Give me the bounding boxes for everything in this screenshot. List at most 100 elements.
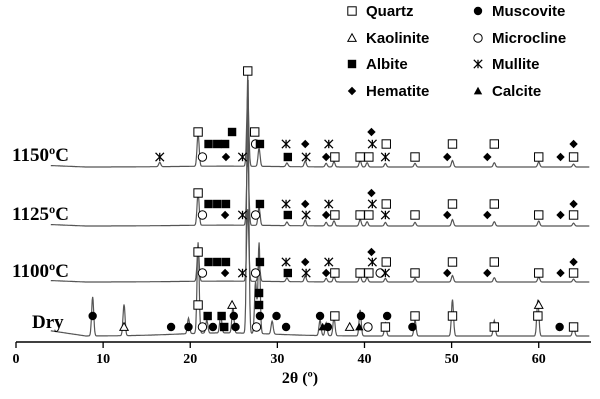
x-axis-ticks: 0 10 20 30 40 50 60: [13, 342, 546, 367]
mullite-marker: [281, 139, 291, 149]
albite-marker: [227, 127, 237, 137]
quartz-marker: [355, 268, 365, 278]
muscovite-marker: [555, 322, 564, 332]
sample-label: Dry: [32, 312, 64, 333]
hematite-marker: [483, 210, 492, 220]
hematite-legend-icon: [347, 86, 357, 96]
calcite-legend-icon: [473, 86, 483, 95]
albite-marker: [254, 300, 264, 310]
quartz-marker: [193, 300, 203, 310]
quartz-marker: [364, 152, 374, 162]
mullite-marker: [367, 257, 377, 267]
hematite-marker: [301, 199, 310, 209]
hematite-marker: [301, 139, 310, 149]
albite-marker: [255, 199, 265, 209]
x-tick-label: 50: [445, 352, 459, 367]
legend-label: Mullite: [492, 56, 540, 73]
microcline-marker: [250, 210, 261, 220]
mullite-marker: [324, 257, 334, 267]
albite-marker: [213, 139, 222, 149]
hematite-marker: [483, 152, 492, 162]
muscovite-marker: [408, 322, 417, 332]
legend-item: Hematite: [347, 83, 429, 100]
albite-marker: [255, 257, 265, 267]
quartz-marker: [489, 199, 499, 209]
sample-labels: 1150ºC 1125ºC 1100ºC Dry: [12, 145, 69, 333]
muscovite-legend-icon: [473, 6, 483, 16]
quartz-marker: [330, 152, 340, 162]
quartz-marker: [364, 268, 374, 278]
hematite-marker: [321, 268, 331, 278]
microcline-legend-icon: [473, 33, 483, 43]
x-tick-label: 40: [357, 352, 371, 367]
quartz-marker: [355, 152, 365, 162]
quartz-marker: [447, 139, 458, 149]
mullite-marker: [237, 268, 248, 278]
hematite-marker: [443, 152, 452, 162]
muscovite-marker: [255, 311, 265, 321]
mullite-legend-icon: [473, 59, 483, 69]
x-tick-label: 20: [183, 352, 197, 367]
microcline-marker: [375, 268, 385, 278]
hematite-marker: [221, 152, 231, 162]
albite-marker: [254, 288, 264, 298]
hematite-marker: [301, 257, 310, 267]
albite-marker: [204, 139, 213, 149]
albite-marker: [283, 268, 293, 278]
quartz-marker: [410, 268, 420, 278]
albite-marker: [203, 311, 212, 321]
albite-marker: [220, 322, 229, 332]
albite-marker: [204, 257, 213, 267]
kaolinite-marker: [533, 299, 544, 309]
quartz-marker: [380, 322, 391, 332]
hematite-marker: [220, 210, 230, 220]
albite-marker: [221, 257, 231, 267]
quartz-marker: [568, 322, 579, 332]
legend-item: Calcite: [473, 83, 541, 100]
quartz-marker: [447, 311, 458, 321]
sample-label: 1100ºC: [12, 261, 69, 282]
quartz-marker: [243, 66, 253, 76]
quartz-marker: [330, 311, 340, 321]
legend-item: Kaolinite: [346, 30, 429, 47]
hematite-marker: [556, 152, 565, 162]
x-tick-label: 0: [13, 352, 20, 367]
legend-label: Microcline: [492, 30, 566, 47]
albite-marker: [204, 199, 213, 209]
xrd-pattern-line: [50, 153, 590, 227]
muscovite-marker: [382, 311, 392, 321]
legend-label: Albite: [366, 56, 408, 73]
mullite-marker: [281, 199, 291, 209]
muscovite-marker: [272, 311, 281, 321]
albite-marker: [283, 152, 293, 162]
mullite-marker: [301, 268, 311, 278]
quartz-marker: [534, 268, 544, 278]
quartz-marker: [533, 311, 543, 321]
sample-label: 1150ºC: [12, 145, 69, 166]
mullite-marker: [281, 257, 291, 267]
legend: Quartz Muscovite Kaolinite Microcline Albite…: [346, 3, 566, 100]
legend-label: Hematite: [366, 83, 429, 100]
xrd-pattern-line: [50, 94, 590, 168]
albite-marker: [255, 139, 265, 149]
mullite-marker: [367, 139, 377, 149]
quartz-marker: [381, 257, 391, 267]
microcline-marker: [363, 322, 373, 332]
muscovite-marker: [231, 322, 240, 332]
quartz-marker: [568, 152, 579, 162]
albite-marker: [217, 311, 226, 321]
microcline-marker: [197, 268, 208, 278]
x-axis-title: 2θ (º): [282, 370, 318, 387]
mullite-marker: [324, 199, 334, 209]
x-tick-label: 10: [96, 352, 110, 367]
quartz-marker: [330, 210, 340, 220]
quartz-marker: [381, 139, 391, 149]
muscovite-marker: [315, 311, 325, 321]
albite-marker: [213, 257, 222, 267]
microcline-marker: [197, 152, 208, 162]
hematite-marker: [569, 199, 578, 209]
mullite-marker: [237, 152, 248, 162]
legend-label: Quartz: [366, 3, 414, 20]
albite-marker: [221, 199, 231, 209]
